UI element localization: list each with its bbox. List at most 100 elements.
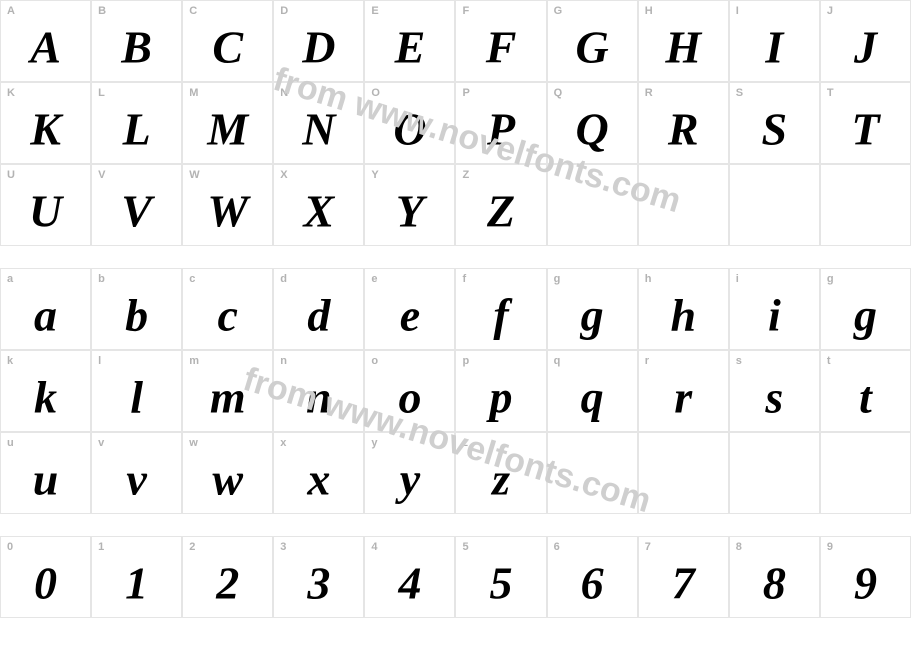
cell-glyph: F (486, 24, 517, 70)
cell-label: B (98, 5, 106, 17)
cell-glyph: K (30, 106, 61, 152)
cell-label: l (98, 355, 101, 367)
cell-glyph: V (121, 188, 152, 234)
cell-label: n (280, 355, 287, 367)
cell-label: M (189, 87, 198, 99)
cell-label: 8 (736, 541, 742, 553)
uppercase-cell-E: EE (364, 0, 455, 82)
cell-label: 5 (462, 541, 468, 553)
lowercase-cell-u: uu (0, 432, 91, 514)
cell-label: W (189, 169, 199, 181)
digits-cell-8: 88 (729, 536, 820, 618)
cell-label: N (280, 87, 288, 99)
uppercase-cell-K: KK (0, 82, 91, 164)
cell-glyph: G (576, 24, 609, 70)
lowercase-cell-d: dd (273, 268, 364, 350)
cell-glyph: s (765, 374, 783, 420)
lowercase-cell-g: gg (820, 268, 911, 350)
cell-glyph: E (395, 24, 426, 70)
cell-glyph: e (400, 292, 420, 338)
cell-label: c (189, 273, 195, 285)
digits-cell-7: 77 (638, 536, 729, 618)
uppercase-cell-H: HH (638, 0, 729, 82)
cell-label: O (371, 87, 380, 99)
lowercase-cell-o: oo (364, 350, 455, 432)
cell-label: 7 (645, 541, 651, 553)
lowercase-cell-f: ff (455, 268, 546, 350)
cell-label: Y (371, 169, 378, 181)
uppercase-cell-O: OO (364, 82, 455, 164)
cell-glyph: d (307, 292, 330, 338)
cell-glyph: z (492, 456, 510, 502)
cell-label: T (827, 87, 834, 99)
cell-label: R (645, 87, 653, 99)
cell-glyph: 8 (763, 560, 786, 606)
cell-glyph: M (207, 106, 248, 152)
cell-label: v (98, 437, 104, 449)
cell-glyph: f (493, 292, 508, 338)
cell-glyph: 0 (34, 560, 57, 606)
cell-label: q (554, 355, 561, 367)
lowercase-cell-v: vv (91, 432, 182, 514)
cell-label: U (7, 169, 15, 181)
cell-label: Q (554, 87, 563, 99)
cell-label: s (736, 355, 742, 367)
cell-label: 3 (280, 541, 286, 553)
cell-glyph: v (126, 456, 146, 502)
cell-glyph: u (33, 456, 59, 502)
digits-cell-5: 55 (455, 536, 546, 618)
lowercase-cell-c: cc (182, 268, 273, 350)
cell-label: t (827, 355, 831, 367)
lowercase-cell-w: ww (182, 432, 273, 514)
cell-glyph: n (306, 374, 332, 420)
uppercase-cell-A: AA (0, 0, 91, 82)
digits-cell-6: 66 (547, 536, 638, 618)
cell-glyph: 7 (672, 560, 695, 606)
cell-glyph: U (29, 188, 62, 234)
uppercase-cell-N: NN (273, 82, 364, 164)
cell-label: x (280, 437, 286, 449)
lowercase-cell-n: nn (273, 350, 364, 432)
cell-glyph: 1 (125, 560, 148, 606)
cell-glyph: 3 (307, 560, 330, 606)
cell-label: i (736, 273, 739, 285)
cell-glyph: R (668, 106, 699, 152)
lowercase-cell-h: hh (638, 268, 729, 350)
lowercase-cell-empty-26 (547, 432, 638, 514)
cell-glyph: b (125, 292, 148, 338)
cell-label: k (7, 355, 13, 367)
cell-label: H (645, 5, 653, 17)
lowercase-cell-m: mm (182, 350, 273, 432)
cell-label: f (462, 273, 466, 285)
lowercase-cell-i: ii (729, 268, 820, 350)
cell-label: b (98, 273, 105, 285)
cell-label: A (7, 5, 15, 17)
cell-glyph: 9 (854, 560, 877, 606)
cell-glyph: i (768, 292, 781, 338)
cell-glyph: w (212, 456, 243, 502)
cell-label: 1 (98, 541, 104, 553)
cell-glyph: 2 (216, 560, 239, 606)
cell-label: 0 (7, 541, 13, 553)
lowercase-cell-r: rr (638, 350, 729, 432)
cell-label: z (462, 437, 468, 449)
cell-glyph: H (665, 24, 701, 70)
uppercase-cell-Y: YY (364, 164, 455, 246)
cell-glyph: g (581, 292, 604, 338)
cell-glyph: 5 (490, 560, 513, 606)
lowercase-cell-s: ss (729, 350, 820, 432)
cell-glyph: W (207, 188, 248, 234)
cell-glyph: D (302, 24, 335, 70)
cell-glyph: P (487, 106, 515, 152)
uppercase-cell-B: BB (91, 0, 182, 82)
cell-glyph: Y (396, 188, 424, 234)
cell-glyph: t (859, 374, 872, 420)
uppercase-cell-empty-29 (820, 164, 911, 246)
lowercase-cell-empty-29 (820, 432, 911, 514)
cell-label: G (554, 5, 563, 17)
uppercase-cell-X: XX (273, 164, 364, 246)
cell-glyph: l (130, 374, 143, 420)
cell-glyph: r (674, 374, 692, 420)
cell-label: J (827, 5, 833, 17)
lowercase-cell-empty-27 (638, 432, 729, 514)
